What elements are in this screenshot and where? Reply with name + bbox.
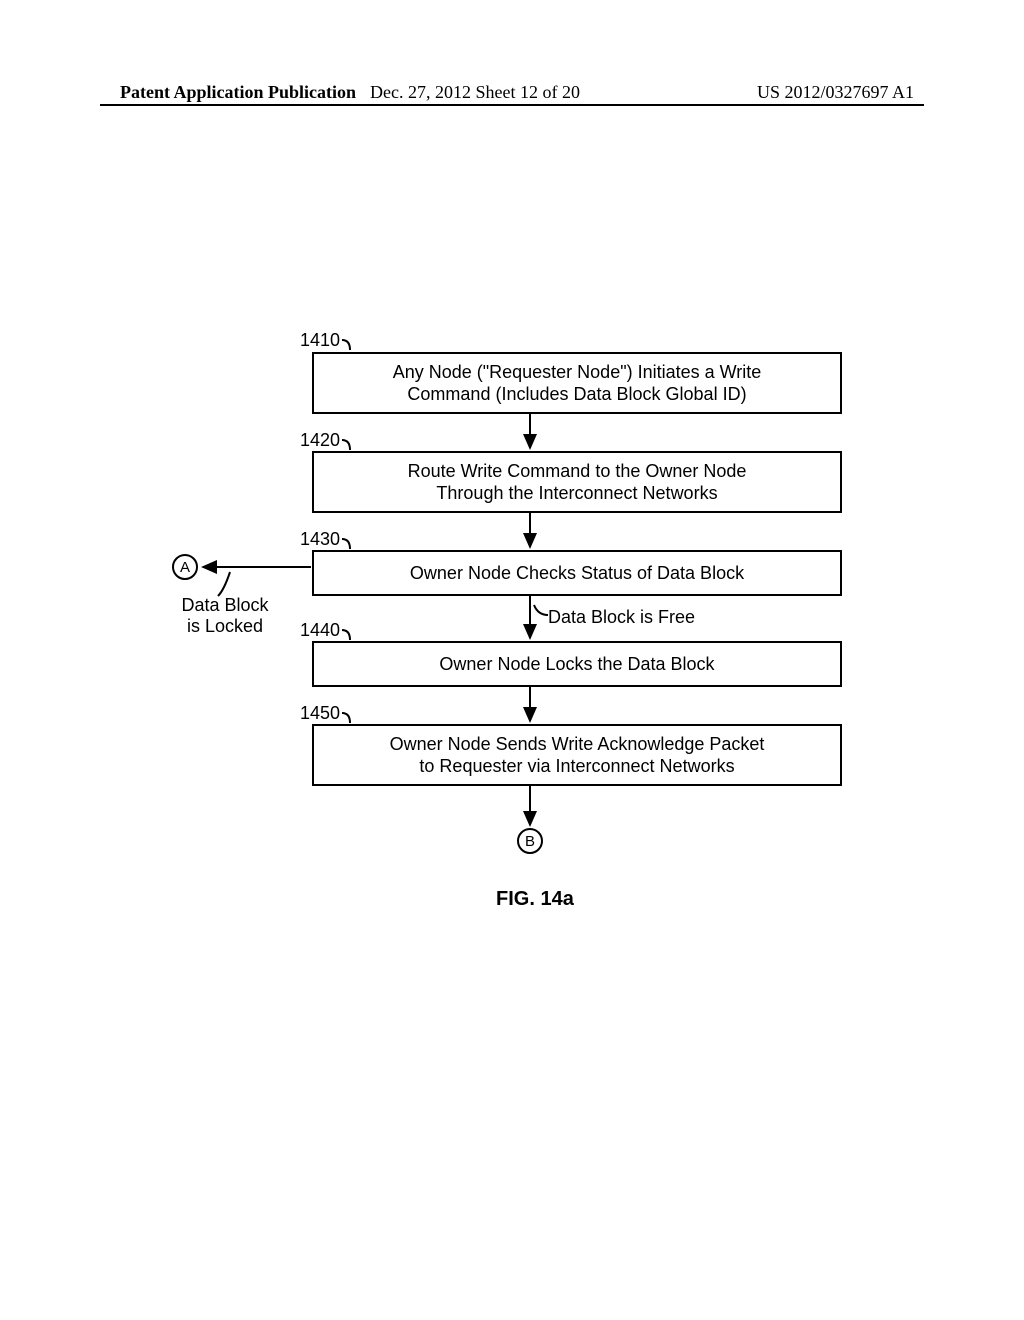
- connector-a: A: [172, 554, 198, 580]
- step-text: Through the Interconnect Networks: [436, 482, 717, 505]
- step-1420: Route Write Command to the Owner Node Th…: [312, 451, 842, 513]
- step-1440: Owner Node Locks the Data Block: [312, 641, 842, 687]
- connector-b: B: [517, 828, 543, 854]
- step-1410: Any Node ("Requester Node") Initiates a …: [312, 352, 842, 414]
- ref-1410: 1410: [300, 330, 340, 351]
- step-text: Owner Node Locks the Data Block: [439, 653, 714, 676]
- connector-a-label: A: [180, 559, 190, 576]
- ref-1440: 1440: [300, 620, 340, 641]
- flowchart: 1410 1420 1430 1440 1450 Any Node ("Requ…: [0, 0, 1024, 1320]
- step-1430: Owner Node Checks Status of Data Block: [312, 550, 842, 596]
- step-text: Command (Includes Data Block Global ID): [407, 383, 746, 406]
- label-free: Data Block is Free: [548, 607, 695, 628]
- step-text: Route Write Command to the Owner Node: [408, 460, 747, 483]
- ref-1420: 1420: [300, 430, 340, 451]
- step-text: Owner Node Checks Status of Data Block: [410, 562, 744, 585]
- step-text: to Requester via Interconnect Networks: [419, 755, 734, 778]
- ref-1450: 1450: [300, 703, 340, 724]
- connector-b-label: B: [525, 833, 535, 850]
- step-1450: Owner Node Sends Write Acknowledge Packe…: [312, 724, 842, 786]
- step-text: Owner Node Sends Write Acknowledge Packe…: [390, 733, 765, 756]
- step-text: Any Node ("Requester Node") Initiates a …: [393, 361, 762, 384]
- label-locked: Data Block is Locked: [170, 595, 280, 637]
- figure-label: FIG. 14a: [496, 888, 574, 911]
- ref-1430: 1430: [300, 529, 340, 550]
